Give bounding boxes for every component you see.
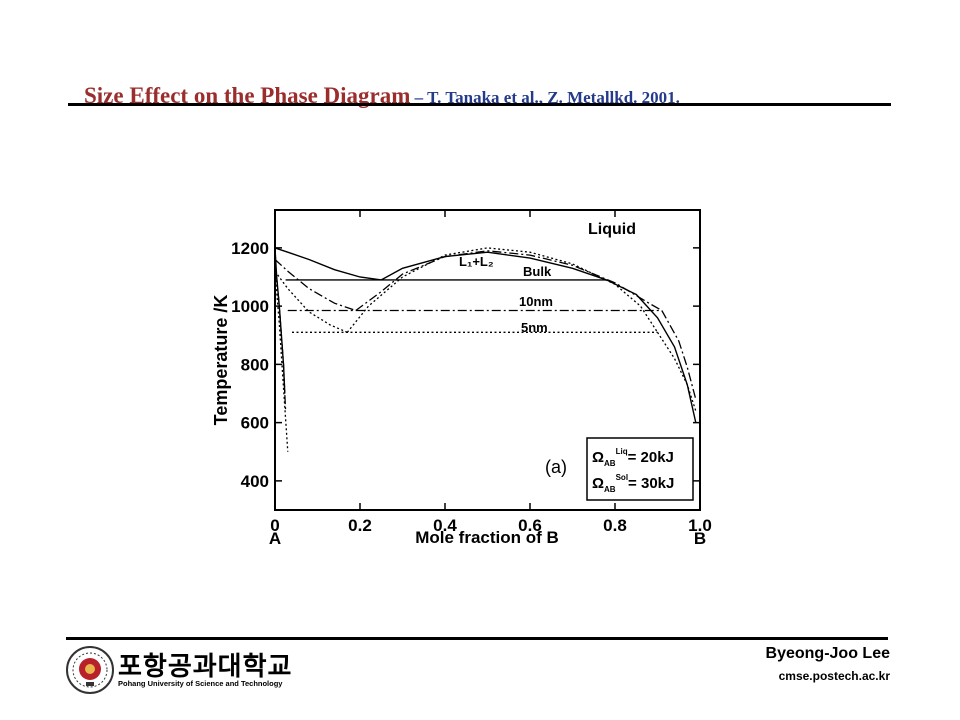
curve-bulk-miscibility-gap: [380, 251, 607, 281]
curve-10nm-solidus-left: [274, 259, 287, 412]
curve-5nm-miscibility-gap: [346, 247, 659, 333]
x-tick-label: 1.0: [688, 516, 712, 535]
omega-liq-sub: AB: [604, 459, 616, 468]
y-tick-label: 1200: [231, 239, 269, 258]
region-label-l1l2: L₁+L₂: [459, 254, 494, 269]
omega-liq-text: ΩABLiq= 20kJ: [592, 447, 674, 468]
series-label-5nm: 5nm: [521, 320, 548, 335]
curve-10nm-liquidus: [274, 259, 357, 312]
curve-5nm-solidus-left: [274, 271, 289, 452]
curve-10nm-liquidus-right: [661, 310, 697, 400]
curve-bulk-liquidus-right: [606, 279, 697, 423]
omega-sol-value: = 30kJ: [628, 475, 674, 492]
panel-label: (a): [545, 457, 567, 477]
curve-10nm-miscibility-gap: [355, 250, 663, 312]
y-axis-label: Temperature /K: [211, 295, 231, 426]
x-axis-label: Mole fraction of B: [415, 528, 559, 547]
region-label-liquid: Liquid: [588, 221, 636, 238]
university-seal-icon: [66, 646, 114, 694]
curve-5nm-liquidus-right: [656, 331, 697, 412]
y-tick-label: 1000: [231, 297, 269, 316]
x-tick-label: 0.8: [603, 516, 627, 535]
omega-liq-value: = 20kJ: [628, 449, 674, 466]
curve-bulk-solidus-left: [274, 247, 286, 394]
university-name-english: Pohang University of Science and Technol…: [118, 679, 283, 688]
x-tick-label: 0: [270, 516, 279, 535]
phase-diagram-chart: 0 0.2 0.4 0.6 0.8 1.0 400 600 800 1000 1200 Temper…: [211, 209, 712, 548]
omega-sol-symbol: Ω: [592, 475, 604, 492]
curve-5nm-liquidus: [274, 270, 348, 333]
omega-sol-sub: AB: [604, 485, 616, 494]
postech-logo: [66, 646, 114, 694]
university-name-korean: 포항공과대학교: [118, 651, 293, 681]
x-end-label-b: B: [694, 529, 706, 548]
x-tick-label: 0.4: [433, 516, 457, 535]
omega-sol-text: ΩABSol= 30kJ: [592, 473, 674, 494]
y-tick-label: 400: [241, 472, 269, 491]
omega-liq-sup: Liq: [616, 447, 628, 456]
series-label-10nm: 10nm: [519, 294, 553, 309]
parameter-box: ΩABLiq= 20kJ ΩABSol= 30kJ: [586, 437, 694, 501]
curve-bulk-liquidus: [274, 247, 382, 281]
y-tick-label: 600: [241, 414, 269, 433]
title-citation: – T. Tanaka et al., Z. Metallkd. 2001.: [410, 88, 680, 107]
title-underline: [68, 103, 891, 106]
x-tick-label: 0.2: [348, 516, 372, 535]
series-label-bulk: Bulk: [523, 264, 552, 279]
y-tick-label: 800: [241, 355, 269, 374]
x-tick-label: 0.6: [518, 516, 542, 535]
x-end-label-a: A: [269, 529, 281, 548]
author-name: Byeong-Joo Lee: [765, 645, 890, 662]
footer-rule: [66, 637, 888, 640]
website-url: cmse.postech.ac.kr: [778, 669, 890, 683]
omega-liq-symbol: Ω: [592, 449, 604, 466]
plot-frame: [274, 209, 701, 511]
omega-sol-sup: Sol: [616, 473, 628, 482]
